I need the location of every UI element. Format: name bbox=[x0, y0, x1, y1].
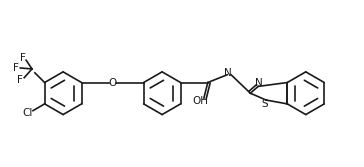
Text: O: O bbox=[108, 77, 117, 88]
Text: N: N bbox=[224, 68, 232, 78]
Text: OH: OH bbox=[192, 96, 208, 106]
Text: N: N bbox=[255, 78, 263, 89]
Text: Cl: Cl bbox=[22, 108, 32, 118]
Text: F: F bbox=[12, 63, 19, 73]
Text: S: S bbox=[262, 99, 268, 109]
Text: F: F bbox=[20, 53, 26, 63]
Text: F: F bbox=[17, 75, 23, 85]
